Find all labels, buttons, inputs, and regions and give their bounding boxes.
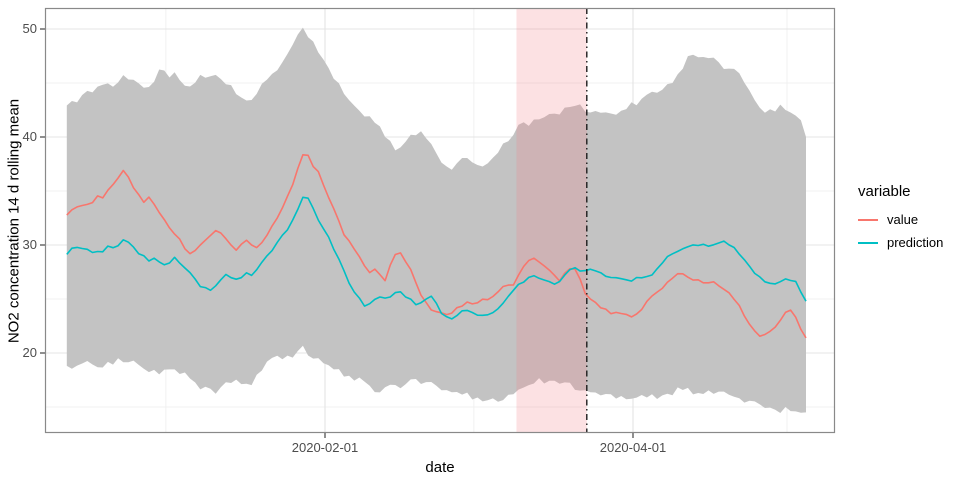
legend-item-prediction: prediction <box>858 231 943 254</box>
x-axis-title: date <box>425 459 455 476</box>
x-tick-label: 2020-04-01 <box>599 440 667 455</box>
legend-label-value: value <box>887 212 919 227</box>
y-tick-label: 40 <box>22 129 37 144</box>
legend-key-0 <box>858 218 878 221</box>
y-tick-label: 20 <box>22 345 37 360</box>
highlight-region <box>516 8 587 433</box>
uncertainty-ribbon <box>66 27 807 413</box>
y-tick-label: 50 <box>22 21 37 36</box>
legend-title: variable <box>858 183 911 200</box>
panel-border <box>44 7 836 434</box>
series-line-prediction <box>66 196 807 320</box>
legend-item-value: value <box>858 208 943 231</box>
series-line-value <box>66 154 807 339</box>
legend-key-1 <box>858 241 878 244</box>
y-axis-title: NO2 concentration 14 d rolling mean <box>5 98 23 344</box>
legend: variable value prediction <box>858 183 943 254</box>
x-tick-label: 2020-02-01 <box>291 440 359 455</box>
y-tick-label: 30 <box>22 237 37 252</box>
legend-label-prediction: prediction <box>887 235 944 250</box>
